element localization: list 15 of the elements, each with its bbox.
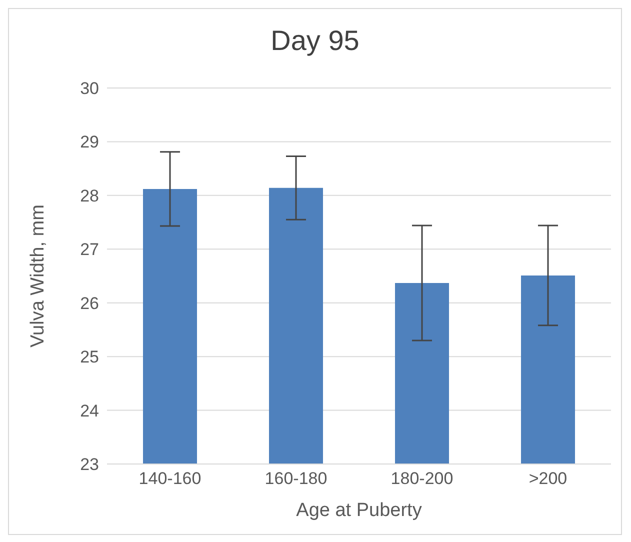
y-tick-label: 28 — [80, 186, 99, 206]
x-tick-label: 140-160 — [138, 469, 202, 488]
x-axis-title: Age at Puberty — [296, 500, 422, 521]
x-tick-label: >200 — [528, 469, 568, 488]
y-tick-label: 25 — [80, 348, 99, 367]
chart-title: Day 95 — [270, 25, 360, 57]
y-tick-label: 24 — [80, 401, 99, 420]
y-tick-label: 26 — [80, 294, 99, 313]
y-axis-title: Vulva Width, mm — [28, 204, 49, 348]
x-tick-label: 180-200 — [390, 469, 454, 488]
y-tick-label: 27 — [80, 240, 99, 260]
x-tick-label: 160-180 — [264, 469, 328, 488]
y-tick-label: 23 — [80, 455, 99, 474]
y-tick-label: 30 — [80, 79, 99, 98]
y-tick-label: 29 — [80, 132, 99, 152]
